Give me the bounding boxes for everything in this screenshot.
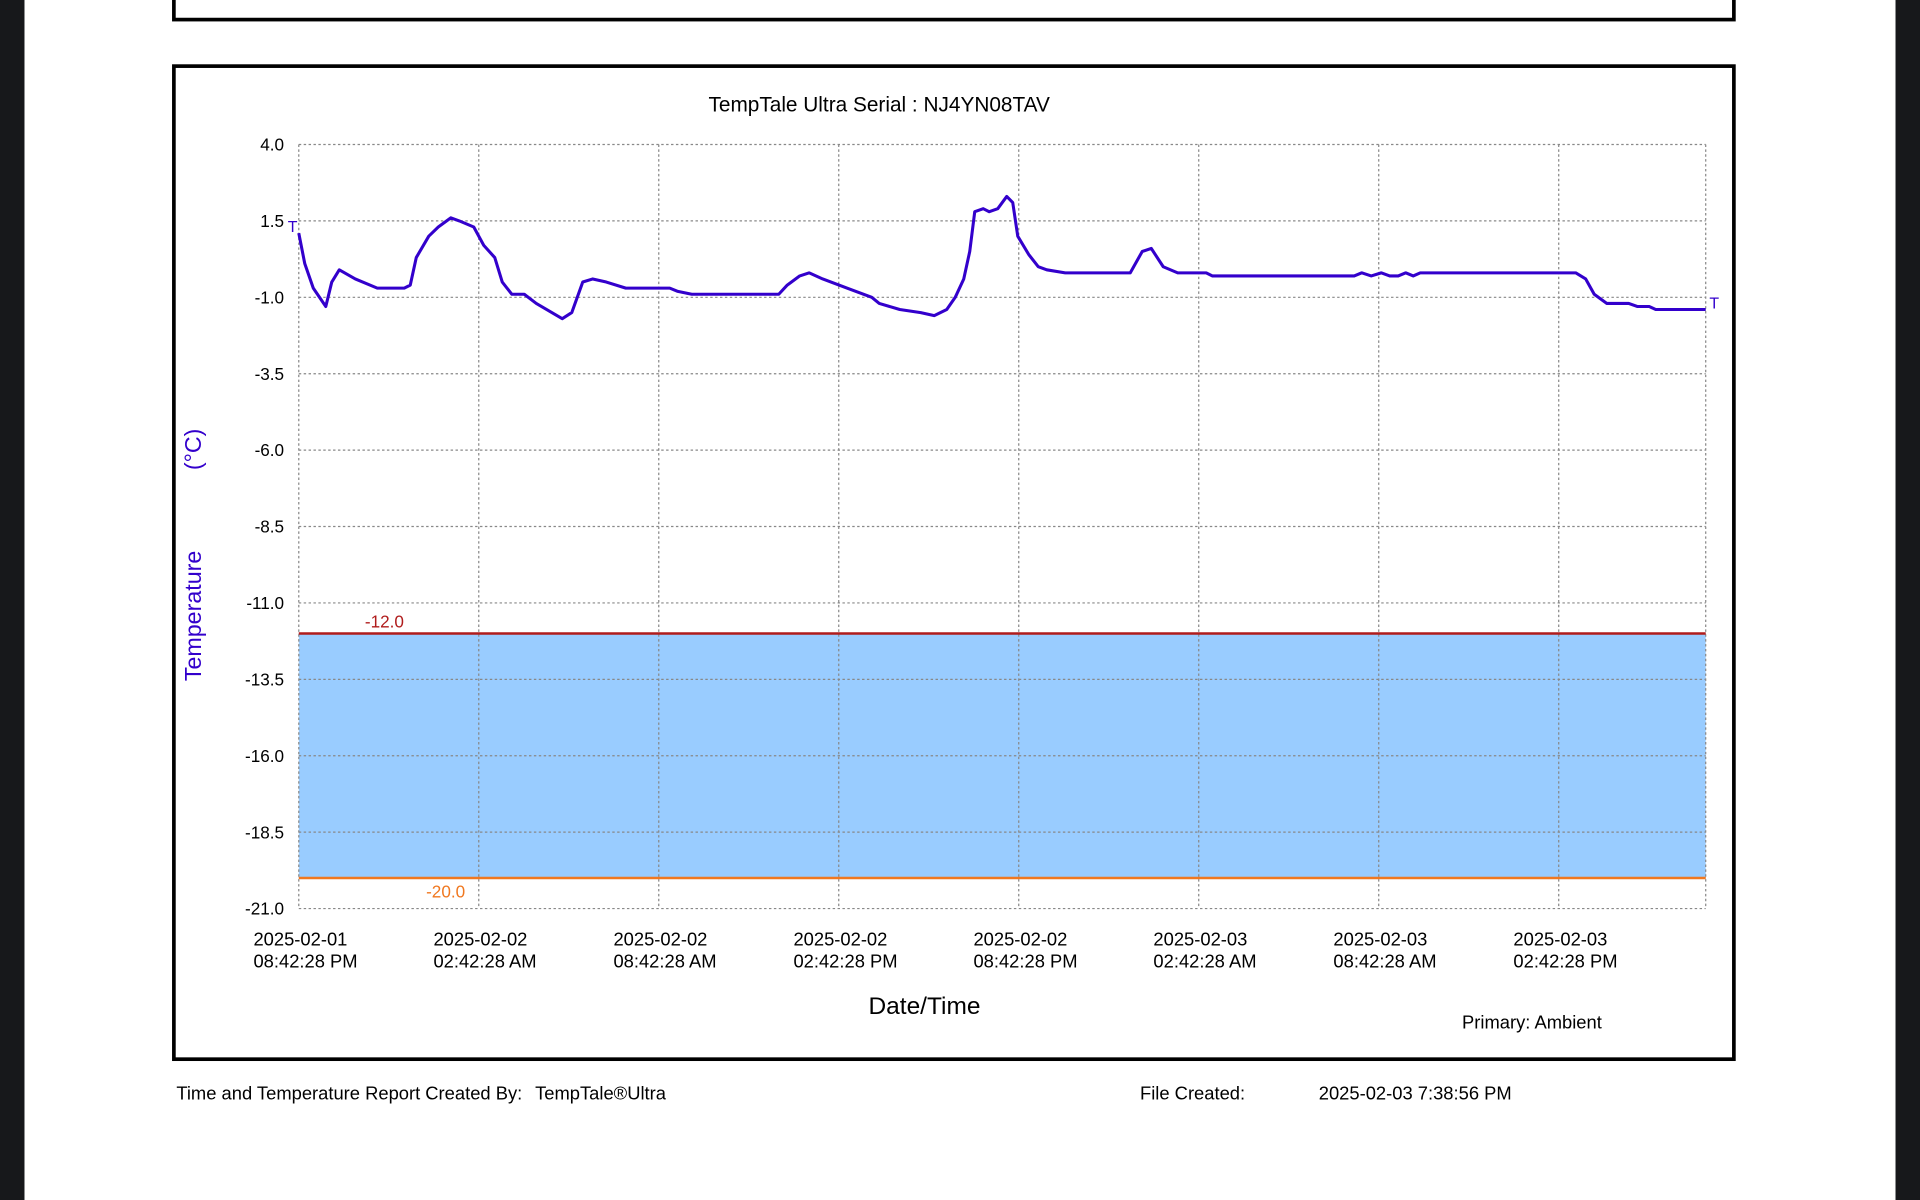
- x-tick-label: 2025-02-01: [253, 928, 347, 949]
- x-axis-label: Date/Time: [869, 993, 981, 1020]
- legend-entry: Primary: Ambient: [1462, 1012, 1602, 1033]
- y-tick-label: -3.5: [255, 364, 285, 384]
- limit-label: -12.0: [365, 611, 404, 631]
- x-tick-label: 2025-02-02: [613, 928, 707, 949]
- footer-file-created-value: 2025-02-03 7:38:56 PM: [1319, 1083, 1512, 1104]
- y-tick-label: -11.0: [246, 593, 284, 613]
- y-tick-label: -8.5: [255, 517, 285, 537]
- x-tick-label: 2025-02-03: [1333, 928, 1427, 949]
- footer-created-by-label: Time and Temperature Report Created By:: [176, 1083, 522, 1104]
- series-line: [297, 194, 1706, 321]
- y-tick-label: 1.5: [260, 211, 284, 231]
- end-marker: T: [1709, 295, 1719, 312]
- x-tick-label: 2025-02-03: [1513, 928, 1607, 949]
- chart-title: TempTale Ultra Serial : NJ4YN08TAV: [709, 93, 1050, 116]
- x-tick-label: 02:42:28 PM: [1513, 950, 1617, 971]
- y-tick-label: -13.5: [245, 669, 284, 689]
- page-background: [24, 0, 1896, 1200]
- end-marker: T: [288, 219, 298, 236]
- x-tick-label: 2025-02-03: [1153, 928, 1247, 949]
- x-tick-label: 2025-02-02: [973, 928, 1067, 949]
- y-axis-unit: (°C): [180, 429, 206, 471]
- y-tick-label: -1.0: [255, 287, 285, 307]
- x-tick-label: 02:42:28 AM: [433, 950, 536, 971]
- x-tick-label: 08:42:28 PM: [973, 950, 1077, 971]
- footer-file-created-label: File Created:: [1140, 1083, 1245, 1104]
- x-tick-label: 08:42:28 AM: [613, 950, 716, 971]
- y-tick-label: 4.0: [260, 135, 284, 155]
- chart-box: [172, 64, 1736, 1062]
- y-tick-label: -21.0: [245, 899, 284, 919]
- x-tick-label: 2025-02-02: [793, 928, 887, 949]
- y-tick-label: -6.0: [255, 440, 285, 460]
- limit-label: -20.0: [426, 882, 465, 902]
- x-tick-label: 2025-02-02: [433, 928, 527, 949]
- previous-box: [172, 0, 1736, 22]
- x-tick-label: 08:42:28 AM: [1333, 950, 1436, 971]
- y-tick-label: -18.5: [245, 822, 284, 842]
- x-tick-label: 02:42:28 AM: [1153, 950, 1256, 971]
- x-tick-label: 08:42:28 PM: [253, 950, 357, 971]
- y-tick-label: -16.0: [245, 746, 284, 766]
- y-axis-label: Temperature: [180, 551, 206, 682]
- x-tick-label: 02:42:28 PM: [793, 950, 897, 971]
- footer-created-by-value: TempTale®Ultra: [535, 1083, 667, 1104]
